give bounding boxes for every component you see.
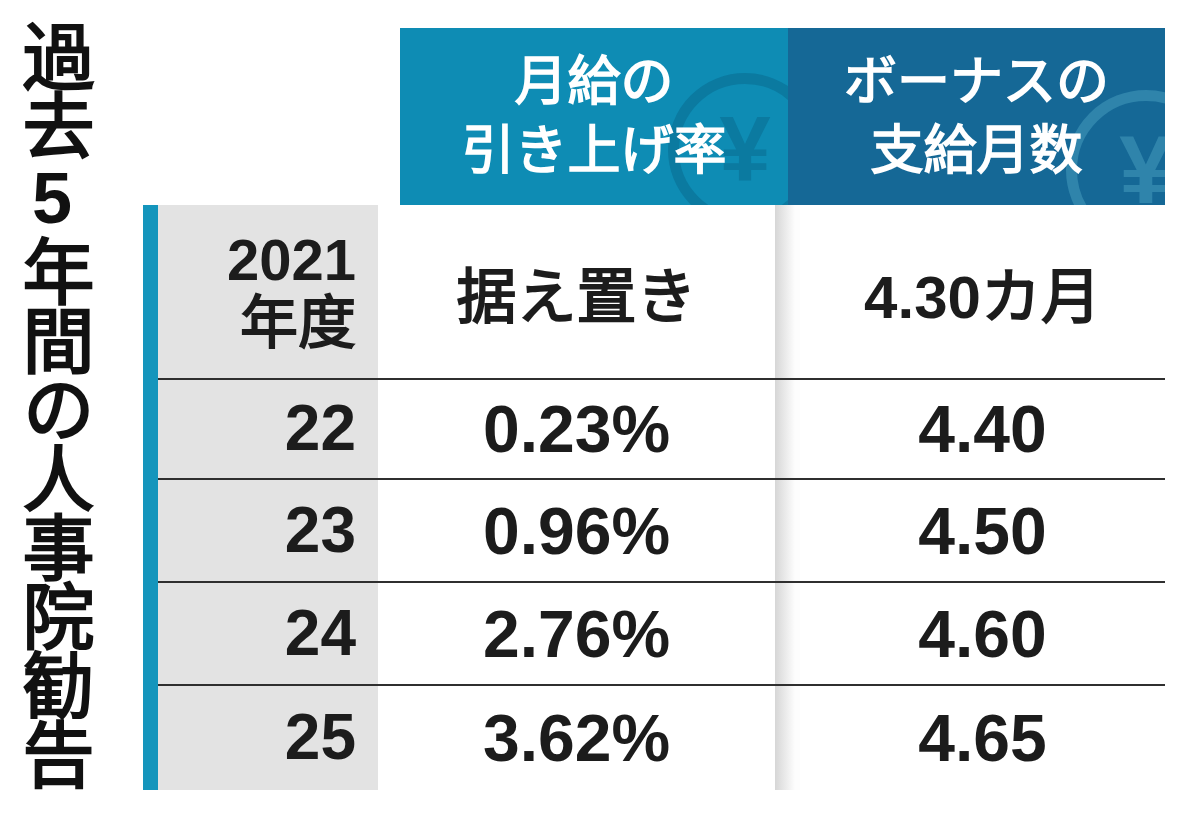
pay-raise-value: 2.76% [483,596,670,672]
column-header-bonus-months: ¥ ボーナスの 支給月数 [788,28,1165,205]
year-suffix-label: 年度 [240,292,356,355]
pay-raise-cell: 3.62% [378,686,775,790]
table-row: 23 0.96% 4.50 [143,480,1165,583]
year-label: 25 [285,703,356,772]
year-label: 24 [285,599,356,668]
column-divider [775,380,800,478]
header-line: 月給の [515,48,674,117]
pay-raise-value: 0.96% [483,493,670,569]
yen-symbol: ¥ [719,90,770,205]
year-cell: 2021 年度 [143,205,378,378]
bonus-months-cell: 4.40 [800,380,1165,478]
pay-raise-value: 据え置き [457,248,697,335]
bonus-months-cell: 4.65 [800,686,1165,790]
pay-raise-cell: 0.96% [378,480,775,581]
bonus-months-value: 4.60 [918,596,1046,672]
table-body: 2021 年度 据え置き 4.30カ月 22 0.23% [143,205,1165,790]
bonus-months-cell: 4.30カ月 [800,205,1165,378]
header-line: 引き上げ率 [462,117,727,186]
pay-raise-cell: 2.76% [378,583,775,684]
pay-raise-cell: 据え置き [378,205,775,378]
bonus-months-cell: 4.60 [800,583,1165,684]
table-row: 2021 年度 据え置き 4.30カ月 [143,205,1165,380]
column-divider [775,583,800,684]
infographic-canvas: 過去5年間の人事院勧告 ¥ 月給の 引き上げ率 ¥ ボーナスの 支給月数 202… [0,0,1200,818]
column-divider [775,205,800,378]
table-row: 24 2.76% 4.60 [143,583,1165,686]
year-cell: 24 [143,583,378,684]
table-row: 25 3.62% 4.65 [143,686,1165,790]
header-line: 支給月数 [871,117,1083,186]
pay-raise-value: 0.23% [483,391,670,467]
bonus-months-value: 4.40 [918,391,1046,467]
column-divider [775,480,800,581]
accent-bar [143,205,158,790]
year-label: 2021 [227,229,356,292]
column-header-monthly-pay-raise: ¥ 月給の 引き上げ率 [400,28,788,205]
bonus-months-value: 4.65 [918,700,1046,776]
recommendation-table: ¥ 月給の 引き上げ率 ¥ ボーナスの 支給月数 2021 年度 据え置き [143,28,1165,790]
column-divider [775,686,800,790]
bonus-months-value: 4.50 [918,493,1046,569]
pay-raise-cell: 0.23% [378,380,775,478]
year-cell: 23 [143,480,378,581]
year-cell: 25 [143,686,378,790]
year-label: 23 [285,496,356,565]
pay-raise-value: 3.62% [483,700,670,776]
table-row: 22 0.23% 4.40 [143,380,1165,480]
yen-symbol: ¥ [1119,108,1165,205]
year-label: 22 [285,394,356,463]
year-cell: 22 [143,380,378,478]
header-line: ボーナスの [844,48,1109,117]
bonus-months-value: 4.30カ月 [864,248,1101,335]
bonus-months-cell: 4.50 [800,480,1165,581]
page-title: 過去5年間の人事院勧告 [16,20,88,804]
